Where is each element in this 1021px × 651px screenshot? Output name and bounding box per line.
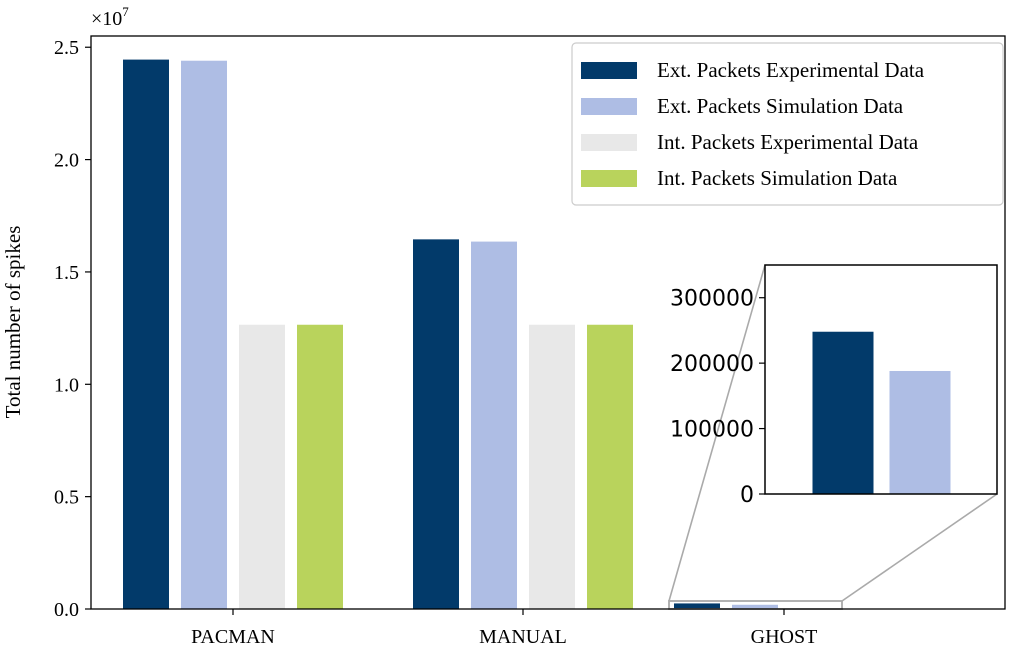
x-tick-label: MANUAL bbox=[479, 626, 567, 648]
inset-y-tick-label: 200000 bbox=[670, 352, 754, 377]
inset-y-tick-label: 300000 bbox=[670, 287, 754, 312]
bar-ghost-series-2 bbox=[732, 604, 778, 609]
legend-box bbox=[571, 42, 1004, 206]
inset-connector-left bbox=[668, 264, 766, 602]
legend-swatch bbox=[581, 170, 637, 187]
bar-pacman-series-1 bbox=[123, 59, 169, 609]
legend-label: Ext. Packets Experimental Data bbox=[657, 58, 925, 82]
inset-bar-series-1 bbox=[812, 331, 874, 494]
x-axis-ticks: PACMAN MANUAL GHOST bbox=[191, 609, 817, 648]
bar-pacman-series-3 bbox=[239, 324, 285, 609]
bar-ghost-series-1 bbox=[674, 603, 720, 609]
bar-pacman-series-4 bbox=[297, 324, 343, 609]
x-tick-label: GHOST bbox=[751, 626, 818, 648]
y-tick-label: 1.5 bbox=[54, 262, 79, 284]
legend-swatch bbox=[581, 62, 637, 79]
legend-swatch bbox=[581, 98, 637, 115]
plot-frame bbox=[90, 35, 1006, 610]
legend-label: Ext. Packets Simulation Data bbox=[657, 94, 904, 118]
inset-bar-series-2 bbox=[889, 370, 951, 494]
bar-manual-series-2 bbox=[471, 241, 517, 609]
legend-label: Int. Packets Experimental Data bbox=[657, 130, 919, 154]
y-axis-multiplier: ×107 bbox=[91, 4, 129, 30]
inset-y-tick-label: 0 bbox=[740, 483, 754, 508]
legend: Ext. Packets Experimental Data Ext. Packe… bbox=[571, 42, 1004, 206]
y-tick-label: 1.0 bbox=[54, 374, 79, 396]
inset-frame bbox=[764, 264, 998, 495]
inset-connector-right bbox=[841, 493, 998, 602]
y-axis-ticks: 0.0 0.5 1.0 1.5 2.0 2.5 bbox=[54, 37, 91, 621]
inset-y-tick-label: 100000 bbox=[670, 418, 754, 443]
inset-chart: 0 100000 200000 300000 bbox=[670, 264, 998, 508]
inset-background bbox=[765, 265, 997, 494]
main-bars bbox=[123, 59, 778, 609]
y-tick-label: 0.0 bbox=[54, 599, 79, 621]
legend-label: Int. Packets Simulation Data bbox=[657, 166, 898, 190]
y-tick-label: 0.5 bbox=[54, 487, 79, 509]
x-tick-label: PACMAN bbox=[191, 626, 275, 648]
bar-pacman-series-2 bbox=[181, 60, 227, 609]
y-tick-label: 2.5 bbox=[54, 37, 79, 59]
legend-swatch bbox=[581, 134, 637, 151]
inset-connector-lines bbox=[668, 264, 998, 610]
bar-manual-series-3 bbox=[529, 324, 575, 609]
bar-manual-series-4 bbox=[587, 324, 633, 609]
y-axis-multiplier-exponent: 7 bbox=[122, 4, 129, 19]
y-axis-title: Total number of spikes bbox=[1, 226, 25, 419]
y-axis-multiplier-base: ×10 bbox=[91, 8, 122, 30]
bar-manual-series-1 bbox=[413, 239, 459, 609]
y-tick-label: 2.0 bbox=[54, 150, 79, 172]
